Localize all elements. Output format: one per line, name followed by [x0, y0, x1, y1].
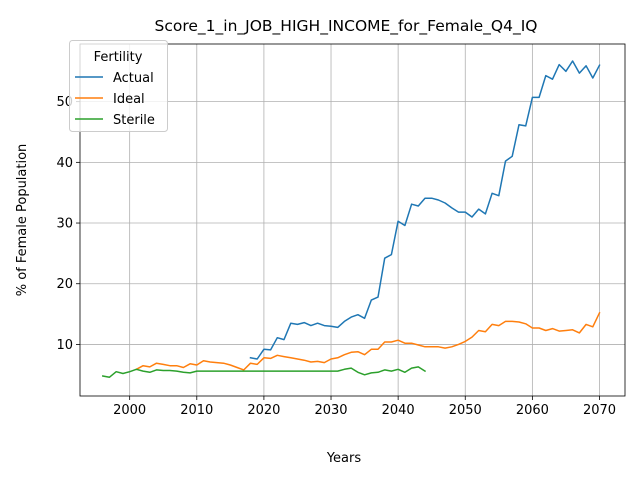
- y-axis-label: % of Female Population: [15, 144, 30, 297]
- legend: Fertility Actual Ideal Sterile: [69, 40, 168, 132]
- chart-title: Score_1_in_JOB_HIGH_INCOME_for_Female_Q4…: [155, 17, 538, 36]
- x-tick-label: 2070: [583, 403, 616, 418]
- series-layer: [101, 60, 601, 378]
- x-tick-label: 2030: [314, 403, 347, 418]
- x-tick-label: 2010: [180, 403, 213, 418]
- series-line-sterile: [101, 366, 427, 378]
- y-tick-label: 10: [56, 338, 73, 353]
- legend-title: Fertility: [94, 50, 143, 65]
- legend-box: [69, 40, 168, 132]
- legend-items: Actual Ideal Sterile: [75, 71, 155, 128]
- legend-label-ideal: Ideal: [113, 92, 145, 107]
- plot-frame: [79, 43, 626, 397]
- series-line-actual: [249, 60, 601, 360]
- x-tick-label: 2020: [247, 403, 280, 418]
- series-line-ideal: [135, 311, 601, 371]
- legend-label-sterile: Sterile: [113, 113, 155, 128]
- y-tick-label: 30: [56, 217, 73, 232]
- x-axis-label: Years: [326, 451, 362, 466]
- legend-label-actual: Actual: [113, 71, 154, 86]
- x-axis: 2000 2010 2020 2030 2040 2050 2060 2070: [113, 396, 616, 418]
- x-tick-label: 2060: [516, 403, 549, 418]
- x-tick-label: 2050: [449, 403, 482, 418]
- grid: [80, 44, 625, 396]
- y-tick-label: 20: [56, 277, 73, 292]
- x-tick-label: 2040: [382, 403, 415, 418]
- y-axis: 10 20 30 40 50: [56, 95, 80, 353]
- y-tick-label: 40: [56, 156, 73, 171]
- x-tick-label: 2000: [113, 403, 146, 418]
- y-tick-label: 50: [56, 95, 73, 110]
